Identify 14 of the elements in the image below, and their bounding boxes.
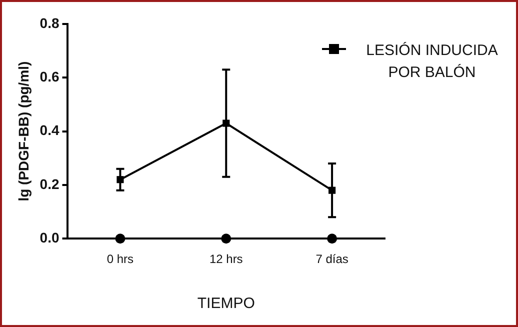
y-axis-title: lg (PDGF-BB) (pg/ml) (15, 61, 32, 202)
y-tick-label: 0.2 (40, 176, 60, 192)
point (221, 234, 232, 244)
x-tick-label: 7 días (316, 252, 348, 266)
x-tick-label: 12 hrs (209, 252, 243, 266)
y-tick-label: 0.8 (40, 14, 60, 31)
point (115, 234, 126, 244)
y-tick-label: 0.6 (40, 68, 60, 85)
x-axis-title: TIEMPO (197, 295, 255, 312)
point (327, 234, 338, 244)
y-tick-label: 0.4 (40, 122, 60, 138)
y-tick-label: 0.0 (40, 229, 60, 246)
legend-label: LESIÓN INDUCIDA POR BALÓN (365, 41, 499, 83)
x-tick-label: 0 hrs (106, 252, 134, 266)
